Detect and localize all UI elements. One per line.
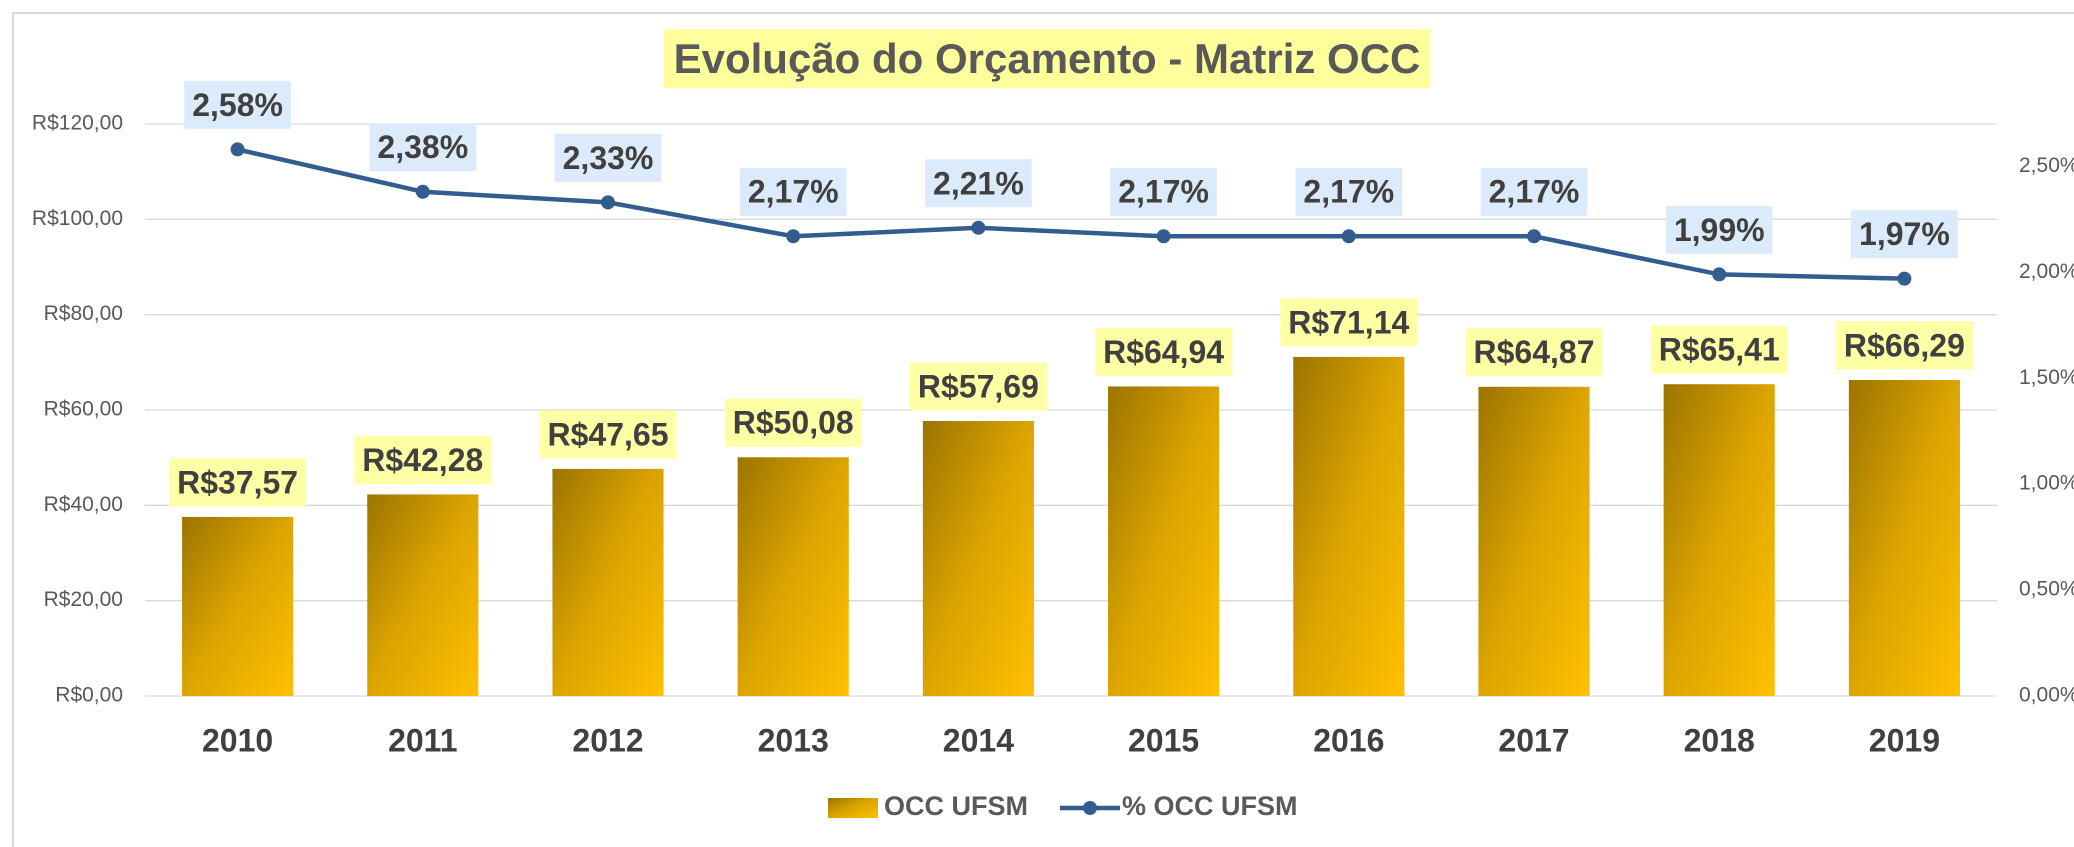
data-label: R$64,87 — [1474, 334, 1595, 370]
label-background — [184, 80, 291, 129]
legend-swatch — [828, 798, 878, 818]
label-background — [169, 458, 307, 507]
y-tick-label: R$100,00 — [32, 207, 123, 230]
data-label: R$47,65 — [548, 416, 669, 452]
x-tick-label: 2016 — [1313, 722, 1384, 758]
x-tick-label: 2014 — [943, 722, 1014, 758]
y-tick-label: R$120,00 — [32, 112, 123, 135]
y-tick-label: R$20,00 — [44, 588, 123, 611]
x-tick-label: 2017 — [1498, 722, 1569, 758]
label-background — [739, 167, 847, 216]
y-tick-label: R$80,00 — [44, 302, 123, 325]
x-tick-label: 2019 — [1869, 722, 1940, 758]
data-label: 2,17% — [1489, 174, 1580, 210]
line-point — [415, 184, 430, 199]
y-tick-label: R$0,00 — [55, 684, 123, 707]
x-tick-label: 2018 — [1684, 722, 1755, 758]
label-background — [925, 159, 1032, 208]
data-label: 2,58% — [192, 87, 283, 123]
y2-tick-label: 0,50% — [2019, 578, 2074, 601]
legend-label: % OCC UFSM — [1122, 791, 1298, 821]
label-background — [369, 123, 477, 172]
label-background — [724, 398, 862, 447]
label-background — [1110, 167, 1217, 216]
data-label: 2,17% — [1303, 174, 1394, 210]
label-background — [909, 362, 1047, 411]
label-background — [1650, 325, 1788, 374]
bar — [1108, 386, 1220, 696]
label-background — [1835, 321, 1973, 370]
data-label: R$65,41 — [1659, 332, 1780, 368]
bar — [1293, 356, 1405, 696]
bar — [922, 421, 1034, 696]
line-point — [971, 220, 986, 235]
bar — [1848, 380, 1960, 696]
data-label: R$57,69 — [918, 368, 1039, 404]
data-label: 1,97% — [1859, 216, 1950, 252]
line-point — [786, 229, 801, 244]
line-point — [230, 142, 245, 157]
y2-tick-label: 2,00% — [2019, 260, 2074, 283]
label-background — [1295, 167, 1403, 216]
line-point — [1897, 271, 1912, 286]
bar — [182, 516, 294, 696]
label-background — [1851, 210, 1958, 259]
bar — [552, 468, 664, 696]
data-label: R$64,94 — [1103, 334, 1224, 370]
data-label: 2,33% — [563, 140, 654, 176]
label-background — [1665, 205, 1773, 254]
chart-title: Evolução do Orçamento - Matriz OCC — [674, 35, 1421, 82]
label-background — [663, 29, 1431, 89]
bar — [737, 457, 849, 696]
line-point — [1156, 229, 1171, 244]
x-tick-label: 2012 — [572, 722, 643, 758]
line — [237, 147, 1905, 281]
legend-label: OCC UFSM — [884, 791, 1028, 821]
data-label: R$50,08 — [733, 405, 854, 441]
label-background — [354, 435, 492, 484]
label-background — [1465, 328, 1603, 377]
y2-tick-label: 1,50% — [2019, 366, 2074, 389]
data-label: R$66,29 — [1844, 327, 1965, 363]
legend: OCC UFSM % OCC UFSM — [828, 791, 1298, 821]
label-background — [1280, 298, 1418, 347]
line-point — [1527, 229, 1541, 244]
label-background — [1095, 327, 1233, 376]
bar — [1663, 384, 1775, 696]
data-label: 2,21% — [933, 165, 1024, 201]
x-tick-label: 2011 — [388, 722, 457, 758]
y-tick-label: R$40,00 — [44, 493, 123, 516]
bar — [367, 494, 479, 696]
bar — [1478, 386, 1590, 696]
y2-tick-label: 0,00% — [2019, 684, 2074, 707]
x-tick-label: 2015 — [1128, 722, 1199, 758]
data-label: R$71,14 — [1288, 304, 1409, 340]
y2-tick-label: 1,00% — [2019, 472, 2074, 495]
label-background — [1480, 167, 1588, 216]
data-label: R$37,57 — [177, 464, 298, 500]
y-tick-label: R$60,00 — [44, 398, 123, 421]
data-label: 2,38% — [377, 129, 468, 165]
data-label: 1,99% — [1674, 212, 1765, 248]
x-tick-label: 2010 — [202, 722, 273, 758]
label-background — [539, 410, 677, 459]
line-point — [601, 195, 615, 210]
x-tick-label: 2013 — [758, 722, 829, 758]
label-background — [554, 133, 662, 182]
legend-swatch — [1083, 801, 1097, 815]
data-label: 2,17% — [748, 174, 839, 210]
y2-tick-label: 2,50% — [2019, 154, 2074, 177]
line-point — [1712, 267, 1727, 282]
data-label: 2,17% — [1118, 174, 1209, 210]
line-point — [1341, 229, 1356, 244]
data-label: R$42,28 — [362, 442, 483, 478]
